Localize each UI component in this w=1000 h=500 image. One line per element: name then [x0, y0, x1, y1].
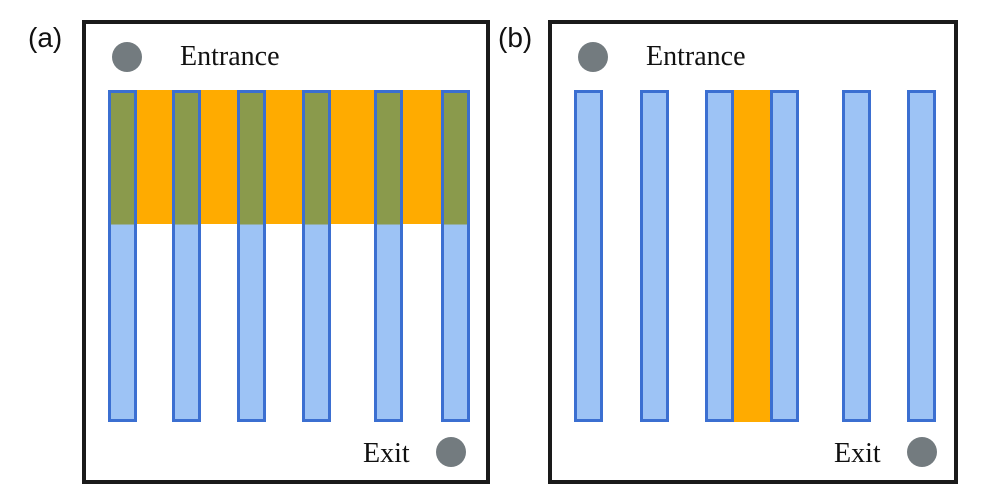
entrance-marker-icon	[578, 42, 608, 72]
entrance-marker-icon	[112, 42, 142, 72]
shelf-4	[302, 90, 331, 422]
shelf-2	[640, 90, 669, 422]
shelf-3	[705, 90, 734, 422]
shelf-4	[770, 90, 799, 422]
panel-a-label: (a)	[28, 22, 63, 53]
exit-label: Exit	[834, 438, 881, 469]
shelf-6	[441, 90, 470, 422]
shelf-3	[237, 90, 266, 422]
shelf-6	[907, 90, 936, 422]
highlight-zone-vertical	[734, 90, 770, 422]
entrance-label: Entrance	[180, 41, 280, 72]
panel-b-frame: Entrance Exit	[548, 20, 958, 484]
highlight-zone-horizontal	[108, 90, 470, 224]
shelf-5	[842, 90, 871, 422]
panel-a-frame: Entrance Exit	[82, 20, 490, 484]
shelf-1	[574, 90, 603, 422]
exit-label: Exit	[363, 438, 410, 469]
exit-marker-icon	[907, 437, 937, 467]
shelf-5	[374, 90, 403, 422]
panel-b-label: (b)	[498, 22, 533, 53]
exit-marker-icon	[436, 437, 466, 467]
entrance-label: Entrance	[646, 41, 746, 72]
shelf-1	[108, 90, 137, 422]
shelf-2	[172, 90, 201, 422]
